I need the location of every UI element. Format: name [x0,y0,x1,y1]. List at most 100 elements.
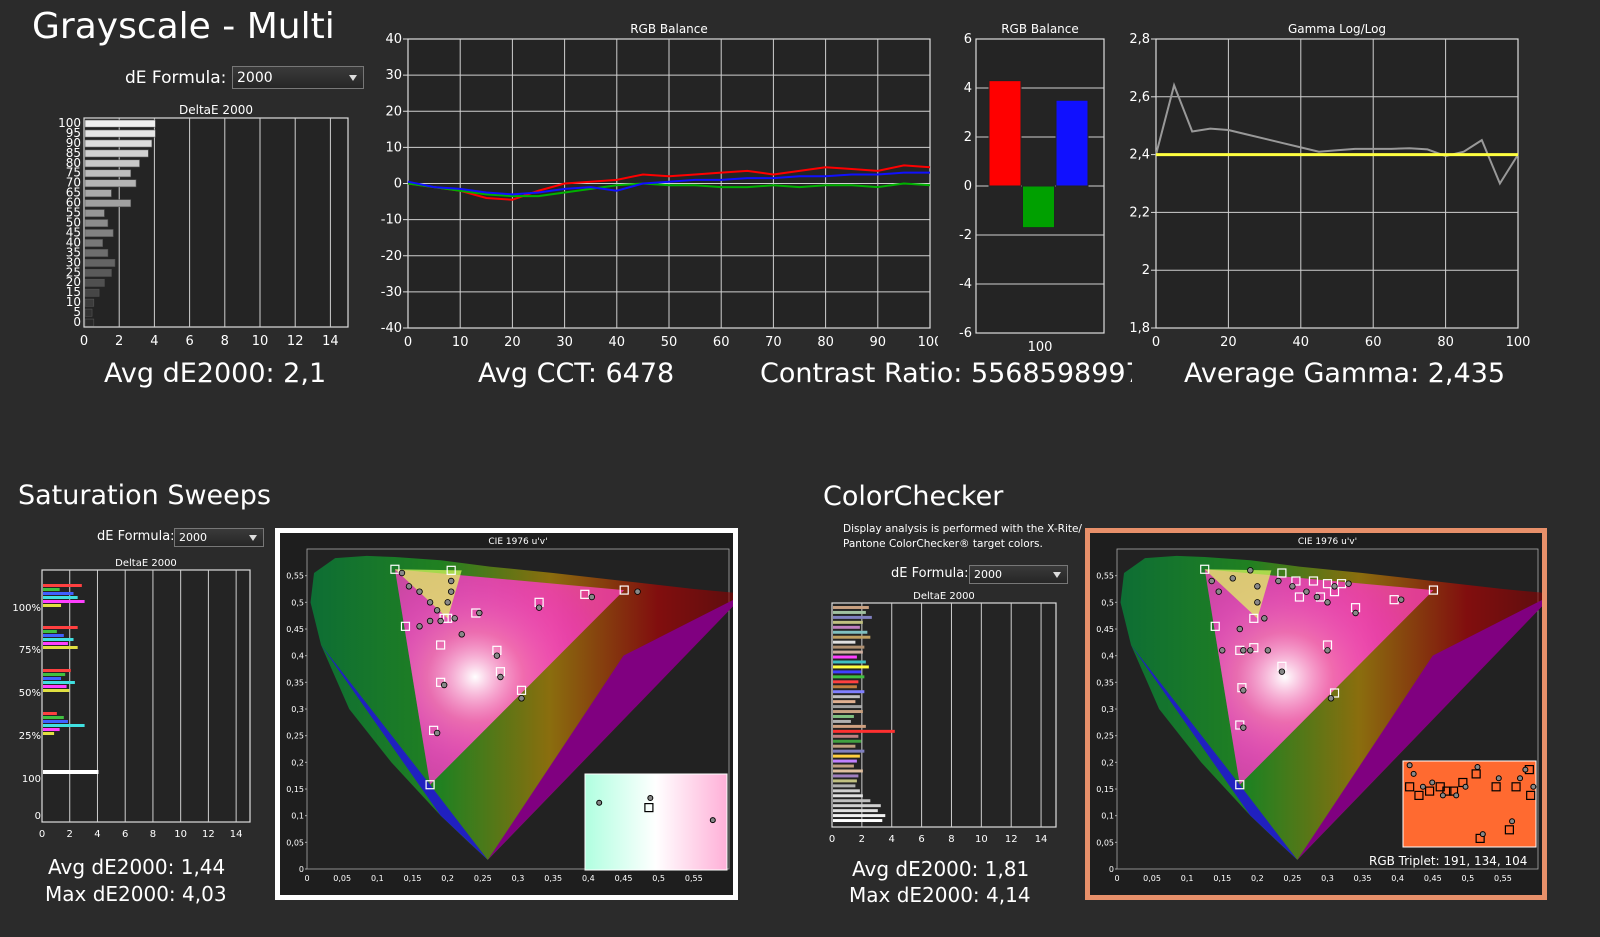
chart-title: RGB Balance [630,22,708,36]
measured-marker [1397,596,1405,603]
x-tick-label: 6 [918,834,924,845]
de-bar [833,814,886,818]
de-bar [833,769,863,773]
inset-target-marker [1405,782,1415,792]
measured-marker [437,617,444,625]
x-tick-label: 0 [304,874,309,883]
inset-target-marker [1491,782,1501,792]
target-marker [1308,576,1319,586]
gs-formula-select[interactable]: 2000 [232,66,364,89]
inset-measured-marker [1462,783,1469,790]
sat-formula-select[interactable]: 2000 [174,528,264,547]
yellow-region [394,569,462,619]
gamut-white-point [394,569,625,785]
de-bar [833,809,878,813]
de-bar [84,159,140,168]
target-marker [1235,780,1245,790]
plot-area [1155,38,1519,329]
y-tick-label: 0,05 [286,838,304,847]
x-tick-label: 8 [221,334,229,349]
x-tick-label: 0,25 [1284,874,1302,883]
cc-note-line2: Pantone ColorChecker® target colors. [843,538,1043,550]
de-bar [833,754,860,758]
gs-gamma-chart: Gamma Log/Log 0 20 40 60 80 100 2,8 2,6 2,4 2,2 2 1,… [1129,22,1530,350]
chart-title: Gamma Log/Log [1288,22,1386,36]
y-tick-label: 0 [394,177,402,192]
inset-measured-marker [1530,783,1537,790]
de-bar [43,681,75,684]
inset-zoom [1402,760,1537,848]
de-bar [833,794,863,798]
target-marker [1210,621,1220,631]
chart-title: DeltaE 2000 [115,558,177,569]
rgb-bar-0 [988,80,1022,187]
de-bar [43,673,66,676]
measured-marker [433,607,441,614]
chart-title: DeltaE 2000 [913,591,975,602]
de-bar [43,634,64,637]
y-tick-label: 100% [12,603,41,614]
y-tick-label: -6 [959,326,972,341]
de-bar [43,724,85,727]
y-tick-label: -2 [959,228,972,243]
y-tick-label: 10 [385,140,402,155]
gs-rgb-line-chart: RGB Balance01020304050607080901004030201… [381,22,938,350]
target-marker [516,685,527,695]
y-tick-label: 0,5 [291,598,304,607]
measured-marker [405,583,413,590]
target-marker [580,589,590,599]
x-tick-label: 0,5 [652,874,665,883]
y-tick-label: 0,4 [1101,652,1114,661]
x-tick-label: 6 [122,829,128,840]
measured-marker [416,588,423,595]
target-marker [425,780,435,790]
target-marker [390,564,400,574]
y-tick-label: 25 [66,265,81,279]
de-bar [43,685,67,688]
de-bar [84,278,105,287]
inset-measured-marker [709,817,716,824]
inset-measured-marker [1419,783,1426,790]
measured-marker [1236,625,1243,633]
x-tick-label: 0 [80,334,88,349]
de-bar [833,719,851,723]
gs-rgb-bar-chart: RGB Balance 6 4 2 0 -2 -4 -6 100 [959,22,1105,355]
y-tick-label: 4 [964,81,972,96]
page-title: Grayscale - Multi [32,6,335,47]
inset-target-marker [1511,782,1521,792]
de-bar [833,635,871,639]
y-tick-label: 0,2 [1101,758,1114,767]
target-marker [1294,592,1305,602]
measured-marker [1303,588,1310,595]
series-line-0 [407,164,931,201]
y-tick-label: 95 [66,126,81,140]
chevron-down-icon [349,74,357,81]
x-tick-label: 0,1 [1181,874,1194,883]
measured-marker [1208,577,1215,585]
de-bar [43,689,70,692]
y-tick-label: 0,3 [291,705,304,714]
plot-area [831,602,1057,828]
y-tick-label: 25% [19,731,41,742]
y-tick-label: 0,15 [286,785,304,794]
gs-avg-cct: Avg CCT: 6478 [478,358,675,389]
target-marker [1277,568,1287,578]
de-bar [84,298,95,307]
y-tick-label: 30 [385,68,402,83]
x-tick-label: 0 [1114,874,1119,883]
y-tick-label: 0,15 [1096,785,1114,794]
plot-area [41,569,251,823]
measured-marker [1247,567,1254,574]
de-bar [84,169,132,178]
de-bar [833,799,871,803]
y-tick-label: 0,2 [291,758,304,767]
de-bar [833,645,865,649]
de-bar [84,249,109,257]
cc-formula-select[interactable]: 2000 [969,565,1068,584]
y-tick-label: -4 [959,277,972,292]
de-bar [833,685,857,689]
de-bar [84,259,116,267]
gs-formula-label: dE Formula: [125,68,227,88]
gamut-white-point [1204,569,1434,785]
de-bar [43,642,68,645]
